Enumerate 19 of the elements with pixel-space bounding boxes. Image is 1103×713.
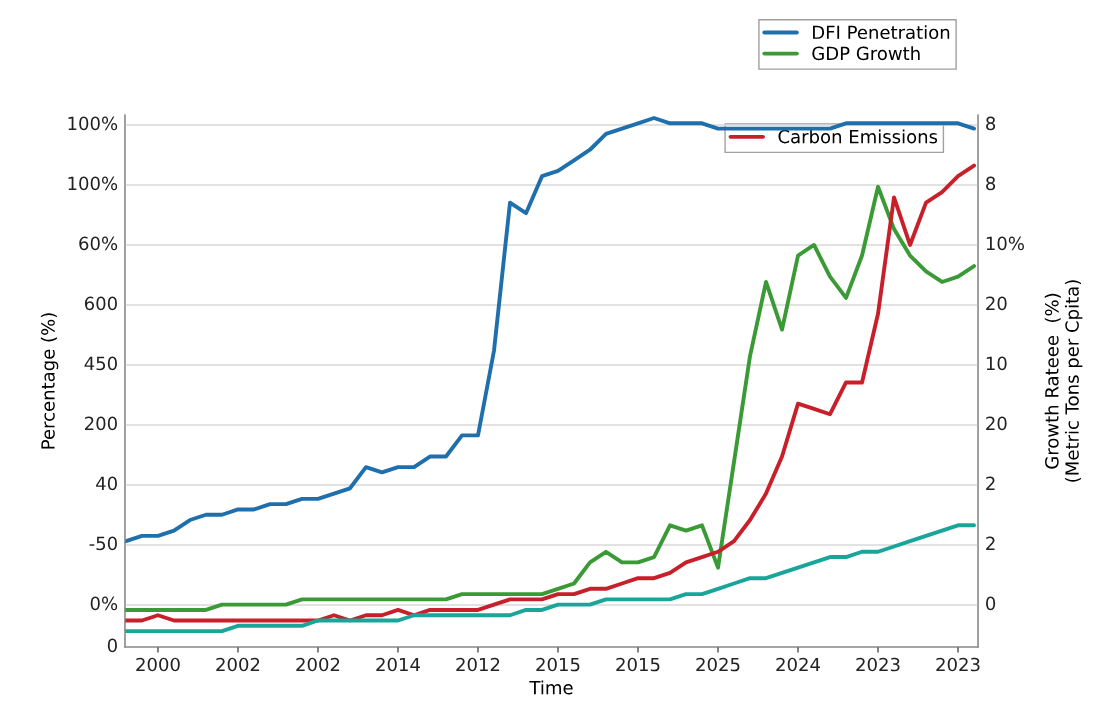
- x-tick-label: 2025: [696, 657, 740, 672]
- x-tick-label: 2024: [776, 657, 820, 672]
- legend-label: DFI Penetration: [813, 25, 950, 40]
- x-tick-label: 2014: [376, 657, 420, 672]
- x-tick-label: 2015: [616, 657, 660, 672]
- y2-axis-title: Growth Rateee (%) (Metric Tons per Cpita): [1044, 280, 1083, 482]
- x-tick-label: 2023: [856, 657, 900, 672]
- x-tick-label: 2023: [936, 657, 980, 672]
- x-tick-label: 2012: [456, 657, 500, 672]
- x-tick-label: 2015: [536, 657, 580, 672]
- x-axis-title: Time: [529, 680, 573, 695]
- legend-label: GDP Growth: [812, 46, 920, 61]
- x-tick-label: 2002: [216, 657, 260, 672]
- text: 100% 100% 60% 600 450 200 40 -50 0% 0: [68, 116, 118, 653]
- x-tick-label: 2002: [296, 657, 340, 672]
- y-axis-title: Percentage (%): [40, 313, 59, 449]
- legend-label: Carbon Emissions: [778, 129, 938, 144]
- text: 8 8 10% 20 10 20 2 2 0: [986, 116, 1024, 611]
- x-tick-label: 2000: [136, 657, 180, 672]
